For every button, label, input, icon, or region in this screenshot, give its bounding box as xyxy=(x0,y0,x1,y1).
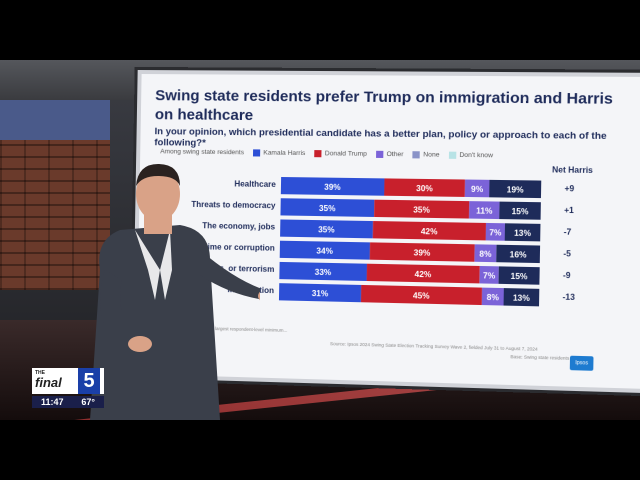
bar-value-label: 39% xyxy=(414,248,431,258)
bar-value-label: 31% xyxy=(312,289,329,299)
stacked-bar: 33% 42% 7% 15% xyxy=(279,262,539,285)
stacked-bar: 34% 39% 8% 16% xyxy=(280,241,540,263)
bar-value-label: 39% xyxy=(324,183,341,192)
stacked-bar: 31% 45% 8% 13% xyxy=(279,283,539,306)
stacked-bar: 35% 42% 7% 13% xyxy=(280,219,540,241)
legend-label: None xyxy=(423,151,439,158)
net-harris-value: +1 xyxy=(564,206,574,215)
legend-swatch xyxy=(376,151,383,158)
bar-value-label: 16% xyxy=(510,250,527,260)
legend-label: Kamala Harris xyxy=(263,149,305,157)
bar-value-label: 15% xyxy=(511,207,528,217)
legend-swatch xyxy=(413,151,420,158)
bar-value-label: 19% xyxy=(507,185,524,195)
bar-value-label: 35% xyxy=(319,204,336,213)
bar-value-label: 9% xyxy=(471,185,483,194)
bar-value-label: 42% xyxy=(415,270,432,280)
bar-value-label: 13% xyxy=(513,293,530,303)
station-bug: THE final 5 11:47 67° xyxy=(32,368,104,408)
stacked-bar: 35% 35% 11% 15% xyxy=(280,198,540,220)
bar-value-label: 7% xyxy=(489,228,501,237)
bar-value-label: 11% xyxy=(476,206,493,216)
bar-value-label: 45% xyxy=(413,291,430,301)
chart-rows: Healthcare 39% 30% 9% 19% +9 Threats to democr… xyxy=(142,74,640,77)
bar-value-label: 35% xyxy=(413,205,430,214)
bug-logo: THE final 5 xyxy=(32,368,104,394)
legend-item: Don't know xyxy=(449,152,493,160)
chart-source: Source: Ipsos 2024 Swing State Election … xyxy=(299,340,571,352)
legend-swatch xyxy=(449,152,456,159)
legend-item: Other xyxy=(376,151,403,158)
bar-value-label: 13% xyxy=(514,229,531,239)
bar-value-label: 30% xyxy=(416,184,433,193)
bar-value-label: 8% xyxy=(487,293,499,303)
bar-value-label: 42% xyxy=(421,227,438,237)
bar-value-label: 7% xyxy=(483,271,495,281)
video-frame: Swing state residents prefer Trump on im… xyxy=(0,60,640,420)
bar-value-label: 15% xyxy=(511,272,528,282)
bug-temperature: 67° xyxy=(81,397,95,407)
net-harris-header: Net Harris xyxy=(552,165,593,175)
legend-label: Other xyxy=(387,151,404,158)
legend-item: None xyxy=(413,151,440,158)
legend-item: Donald Trump xyxy=(315,150,367,158)
bar-value-label: 34% xyxy=(316,246,333,255)
stacked-bar: 39% 30% 9% 19% xyxy=(281,177,541,198)
bar-value-label: 33% xyxy=(315,268,332,277)
legend-item: Kamala Harris xyxy=(253,149,305,157)
legend-label: Donald Trump xyxy=(325,150,367,158)
net-harris-value: -5 xyxy=(563,249,571,258)
bug-channel: 5 xyxy=(78,368,100,394)
legend-swatch xyxy=(315,150,322,157)
net-harris-value: -7 xyxy=(564,227,572,236)
bar-value-label: 8% xyxy=(479,250,491,259)
bug-time: 11:47 xyxy=(41,397,64,407)
bug-show-name: final xyxy=(35,375,62,390)
net-harris-value: -13 xyxy=(562,292,574,302)
net-harris-value: -9 xyxy=(563,271,571,280)
net-harris-value: +9 xyxy=(564,184,574,193)
bug-info-bar: 11:47 67° xyxy=(32,396,104,408)
bar-value-label: 35% xyxy=(318,225,335,234)
legend-label: Don't know xyxy=(459,152,493,160)
ipsos-logo: Ipsos xyxy=(570,356,594,371)
